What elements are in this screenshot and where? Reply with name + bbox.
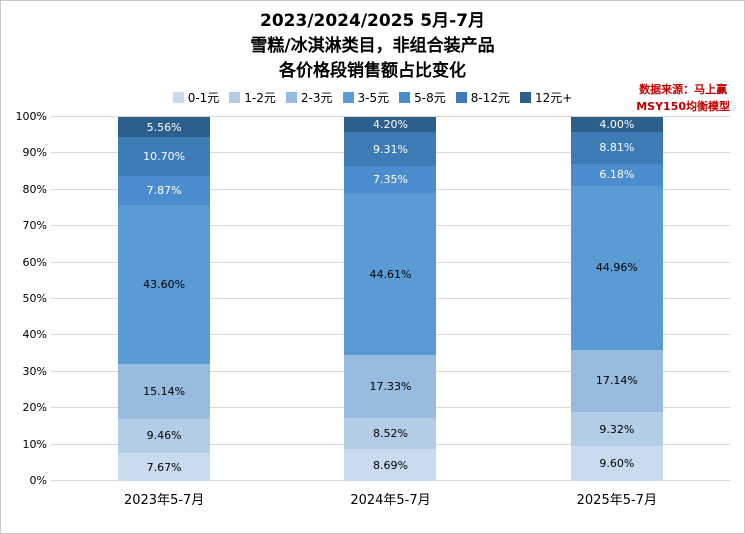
segment-value-label: 7.67% [146, 460, 182, 474]
legend-label: 3-5元 [357, 91, 390, 105]
data-source-note: 数据来源：马上赢 MSY150均衡模型 [636, 81, 730, 115]
x-tick-label: 2023年5-7月 [123, 493, 205, 508]
segment-value-label: 43.60% [143, 277, 186, 291]
legend-item: 1-2元 [229, 89, 276, 106]
bars-layer: 7.67% 9.46% 15.14% 43.60% 7.87% 10.70% 5.56% 8.… [51, 117, 730, 481]
y-tick-label: 50% [22, 292, 47, 305]
legend: 0-1元 1-2元 2-3元 3-5元 5-8元 8-12元 12元+ [1, 90, 744, 105]
x-tick-label: 2024年5-7月 [350, 493, 431, 508]
legend-swatch-icon [285, 92, 297, 103]
bar-segment: 17.33% [344, 355, 437, 419]
segment-value-label: 9.46% [146, 429, 182, 443]
bar-segment: 8.81% [570, 131, 663, 164]
legend-swatch-icon [399, 92, 411, 103]
legend-label: 2-3元 [300, 91, 333, 105]
segment-value-label: 7.87% [146, 184, 182, 198]
bar-segment: 6.18% [570, 163, 663, 187]
bar-segment: 7.67% [118, 453, 211, 481]
y-tick-label: 40% [22, 328, 47, 342]
segment-value-label: 9.60% [599, 457, 635, 471]
y-tick-label: 100% [15, 110, 47, 123]
chart-area: 0% 10% 20% 30% 40% 50% 60% 70% 80% 90% 100% 7.67% 9.… [11, 110, 734, 487]
bar: 7.67% 9.46% 15.14% 43.60% 7.87% 10.70% 5.56% [118, 117, 211, 481]
bar-segment: 4.00% [570, 117, 663, 132]
bar-segment: 43.60% [118, 204, 211, 364]
segment-value-label: 8.52% [373, 427, 408, 441]
legend-swatch-icon [455, 92, 467, 103]
legend-swatch-icon [342, 92, 354, 103]
y-tick-label: 70% [22, 219, 47, 233]
bar-segment: 9.60% [570, 446, 663, 481]
segment-value-label: 17.14% [595, 374, 638, 388]
bar-segment: 17.14% [570, 349, 663, 413]
legend-item: 3-5元 [342, 89, 390, 106]
segment-value-label: 4.00% [599, 117, 635, 131]
segment-value-label: 9.31% [373, 142, 408, 156]
legend-label: 5-8元 [414, 91, 446, 105]
legend-label: 0-1元 [187, 91, 220, 105]
bar: 8.69% 8.52% 17.33% 44.61% 7.35% 9.31% 4.20% [344, 117, 437, 481]
legend-swatch-icon [519, 92, 531, 103]
bar-segment: 8.52% [344, 418, 437, 450]
legend-label: 12元+ [534, 91, 573, 105]
chart-title-line-1: 2023/2024/2025 5月-7月 [260, 11, 485, 31]
bar-segment: 15.14% [118, 363, 211, 419]
y-tick-label: 80% [22, 182, 47, 196]
bar-segment: 44.96% [570, 186, 663, 350]
bar-segment: 7.35% [344, 166, 437, 193]
legend-item: 0-1元 [172, 89, 220, 106]
data-source-line-2: MSY150均衡模型 [636, 100, 730, 113]
y-tick-label: 0% [29, 474, 47, 487]
y-tick-label: 20% [22, 401, 47, 415]
bar: 9.60% 9.32% 17.14% 44.96% 6.18% 8.81% 4.00% [570, 117, 663, 481]
bar-segment: 9.46% [118, 418, 211, 454]
x-axis-labels: 2023年5-7月 2024年5-7月 2025年5-7月 [51, 489, 730, 508]
legend-swatch-icon [172, 92, 184, 103]
segment-value-label: 17.33% [369, 380, 412, 394]
chart-title-line-2: 雪糕/冰淇淋类目，非组合装产品 [250, 36, 495, 56]
segment-value-label: 9.32% [599, 422, 635, 436]
segment-value-label: 15.14% [143, 384, 186, 398]
legend-label: 1-2元 [244, 91, 276, 105]
data-source-line-1: 数据来源：马上赢 [639, 83, 728, 96]
segment-value-label: 5.56% [146, 120, 182, 134]
segment-value-label: 6.18% [599, 168, 635, 182]
legend-swatch-icon [229, 92, 241, 103]
bar-segment: 5.56% [118, 117, 211, 138]
bar-segment: 9.32% [570, 412, 663, 447]
legend-item: 2-3元 [285, 89, 333, 106]
y-tick-label: 10% [22, 437, 47, 451]
plot-area: 0% 10% 20% 30% 40% 50% 60% 70% 80% 90% 100% 7.67% 9.… [16, 110, 730, 487]
chart-title: 2023/2024/2025 5月-7月 雪糕/冰淇淋类目，非组合装产品 各价格… [1, 1, 744, 84]
segment-value-label: 10.70% [143, 150, 186, 164]
legend-item: 8-12元 [455, 89, 510, 106]
segment-value-label: 44.61% [369, 267, 412, 281]
bar-segment: 7.87% [118, 176, 211, 205]
y-tick-label: 90% [22, 146, 47, 160]
bar-segment: 10.70% [118, 137, 211, 177]
bar-segment: 44.61% [344, 192, 437, 356]
segment-value-label: 4.20% [373, 118, 408, 132]
gridline [51, 116, 730, 117]
segment-value-label: 8.69% [373, 458, 408, 472]
segment-value-label: 8.81% [599, 141, 635, 155]
bar-segment: 4.20% [344, 117, 437, 133]
x-tick-label: 2025年5-7月 [576, 493, 657, 508]
chart-title-line-3: 各价格段销售额占比变化 [279, 61, 466, 81]
legend-item: 5-8元 [399, 89, 446, 106]
segment-value-label: 44.96% [595, 261, 638, 275]
segment-value-label: 7.35% [373, 173, 408, 187]
y-tick-label: 30% [22, 364, 47, 378]
bar-segment: 8.69% [344, 449, 437, 481]
legend-label: 8-12元 [470, 91, 510, 105]
legend-item: 12元+ [519, 89, 573, 106]
y-tick-label: 60% [22, 255, 47, 269]
bar-segment: 9.31% [344, 132, 437, 167]
